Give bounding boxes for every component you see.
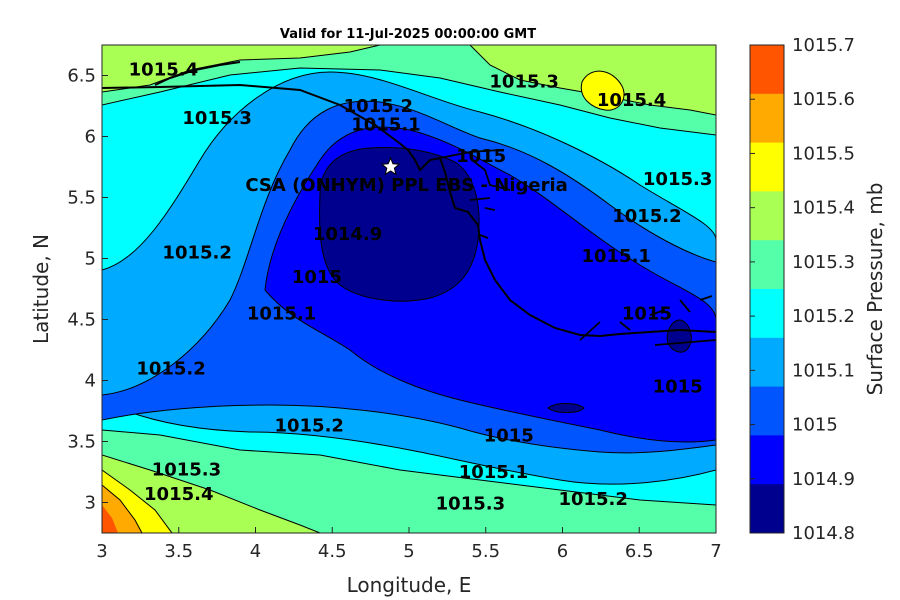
- contour-label: 1015.1: [351, 114, 420, 135]
- colorbar-swatch: [750, 337, 784, 388]
- colorbar-tick-label: 1014.9: [792, 469, 855, 490]
- x-tick-label: 6: [557, 541, 568, 562]
- y-tick-label: 3: [85, 493, 96, 514]
- coastline: [102, 83, 716, 338]
- fill-1014.8: [319, 147, 480, 302]
- fill-1014.8-south: [547, 403, 585, 413]
- y-tick-label: 4: [85, 371, 96, 392]
- y-tick-label: 6.5: [67, 66, 96, 87]
- y-tick-label: 5.5: [67, 188, 96, 209]
- x-tick-label: 3: [96, 541, 107, 562]
- contour-label: 1014.9: [313, 224, 382, 245]
- colorbar-swatch: [750, 45, 784, 95]
- x-tick-label: 7: [710, 541, 721, 562]
- colorbar-swatch: [750, 93, 784, 144]
- fill-1015.3-bottom: [102, 429, 716, 533]
- y-tick-label: 3.5: [67, 432, 96, 453]
- x-tick-label: 4: [250, 541, 261, 562]
- contour-label: 1015.2: [344, 96, 413, 117]
- fill-1015.7-sw: [102, 505, 118, 533]
- y-tick-label: 5: [85, 249, 96, 270]
- contour-label: 1015.4: [144, 484, 213, 505]
- colorbar-tick-label: 1015.6: [792, 89, 855, 110]
- fill-1015.4-top: [102, 45, 381, 93]
- contour-label: 1015.1: [247, 303, 316, 324]
- coastline-north: [154, 61, 241, 86]
- site-star-icon: [380, 156, 401, 176]
- colorbar-swatch: [750, 386, 784, 436]
- y-axis-label: Latitude, N: [29, 234, 53, 344]
- colorbar-swatch: [750, 289, 784, 339]
- colorbar: 1015.7 1015.6 1015.5 1015.4 1015.3 1015.2 1015…: [749, 35, 855, 544]
- colorbar-tick-label: 1014.8: [792, 523, 855, 544]
- fill-1014.8-east: [666, 319, 692, 353]
- contour-label: 1015.3: [436, 494, 505, 515]
- colorbar-swatch: [750, 142, 784, 192]
- colorbar-tick-label: 1015.4: [792, 198, 855, 219]
- y-axis-ticks: 3 3.5 4 4.5 5 5.5 6 6.5: [67, 66, 108, 514]
- contour-label: 1015: [456, 146, 506, 167]
- y-tick-label: 6: [85, 127, 96, 148]
- plot-area: [102, 45, 716, 533]
- contour-label: 1015.3: [152, 460, 221, 481]
- x-tick-label: 5: [403, 541, 414, 562]
- colorbar-tick-label: 1015.7: [792, 35, 855, 56]
- colorbar-tick-label: 1015.3: [792, 252, 855, 273]
- colorbar-swatch: [750, 435, 784, 485]
- x-axis-ticks: 3 3.5 4 4.5 5 5.5 6 6.5 7: [96, 527, 722, 562]
- colorbar-swatch: [750, 484, 784, 534]
- x-tick-label: 5.5: [471, 541, 500, 562]
- y-tick-label: 4.5: [67, 310, 96, 331]
- x-tick-label: 4.5: [318, 541, 347, 562]
- x-axis-label: Longitude, E: [347, 573, 472, 597]
- contour-label: 1015.1: [581, 246, 650, 267]
- contour-label: 1015.2: [136, 358, 205, 379]
- contour-label: 1015.4: [129, 59, 198, 80]
- contour-labels: 1015.41015.31015.21015.11015.31015.41015…: [129, 59, 713, 514]
- contour-label: 1015.2: [612, 206, 681, 227]
- chart-title: Valid for 11-Jul-2025 00:00:00 GMT: [280, 27, 536, 42]
- contour-label: 1015.2: [558, 489, 627, 510]
- fill-1015.5-ne: [580, 70, 625, 111]
- contour-label: 1015.2: [274, 416, 343, 437]
- colorbar-frame: [749, 44, 785, 534]
- contour-label: 1015.2: [162, 242, 231, 263]
- colorbar-tick-label: 1015.2: [792, 306, 855, 327]
- colorbar-tick-label: 1015: [792, 415, 838, 436]
- contour-label: 1015.1: [459, 462, 528, 483]
- contour-label: 1015.3: [489, 72, 558, 93]
- x-tick-label: 6.5: [625, 541, 654, 562]
- contour-label: 1015: [622, 303, 672, 324]
- contour-label: 1015: [484, 425, 534, 446]
- contour-label: 1015: [653, 377, 703, 398]
- site-marker-group: CSA (ONHYM) PPL EBS - Nigeria: [245, 156, 568, 196]
- site-label: CSA (ONHYM) PPL EBS - Nigeria: [245, 175, 567, 196]
- colorbar-swatch: [750, 240, 784, 290]
- contour-label: 1015.3: [182, 108, 251, 129]
- contour-label: 1015.4: [597, 90, 666, 111]
- river-mouths: [439, 149, 716, 346]
- x-tick-label: 3.5: [164, 541, 193, 562]
- colorbar-tick-label: 1015.1: [792, 360, 855, 381]
- contour-label: 1015: [292, 267, 342, 288]
- colorbar-tick-label: 1015.5: [792, 143, 855, 164]
- colorbar-label: Surface Pressure, mb: [863, 183, 887, 396]
- colorbar-swatch: [750, 191, 784, 241]
- contour-label: 1015.3: [643, 169, 712, 190]
